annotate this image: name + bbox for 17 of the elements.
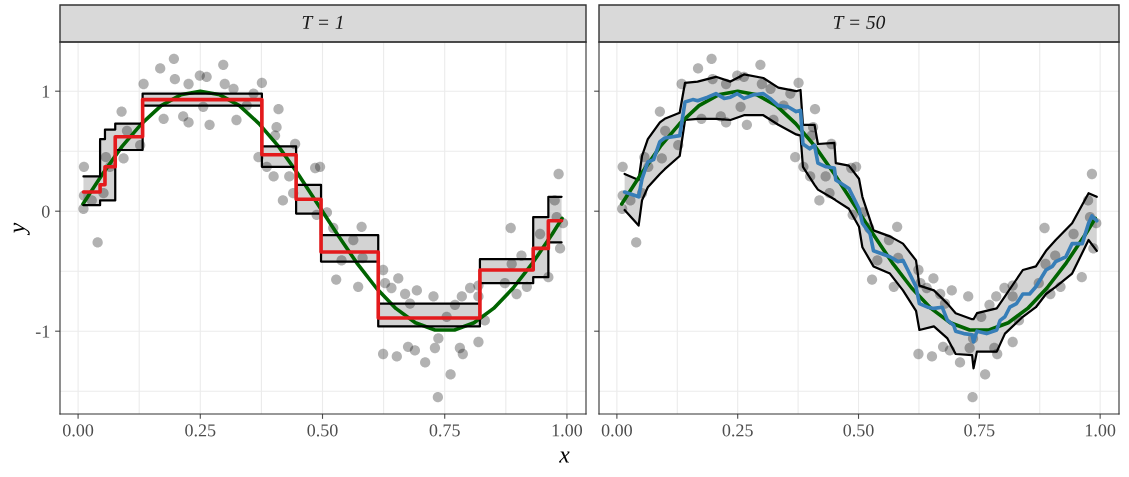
x-tick-label: 0.25 (722, 424, 753, 437)
x-tick-label: 0.25 (185, 424, 216, 437)
x-tick-label: 0.00 (62, 424, 94, 437)
x-tick-label: 0.75 (429, 424, 460, 437)
y-tick-label: -1 (35, 325, 50, 338)
y-axis-title: y (13, 222, 30, 236)
x-tick-label: 0.50 (307, 424, 338, 437)
x-axis-title: x (558, 451, 570, 463)
x-tick-label: 1.00 (552, 424, 583, 437)
chart-title: T = 1 (302, 15, 343, 29)
x-tick-label: 0.00 (601, 424, 632, 437)
y-tick-label: 0 (41, 205, 50, 218)
x-tick-label: 0.50 (843, 424, 874, 437)
x-tick-label: 1.00 (1085, 424, 1116, 437)
chart-title: T = 50 (833, 15, 886, 29)
x-tick-label: 0.75 (964, 424, 995, 437)
y-tick-label: 1 (42, 85, 50, 98)
